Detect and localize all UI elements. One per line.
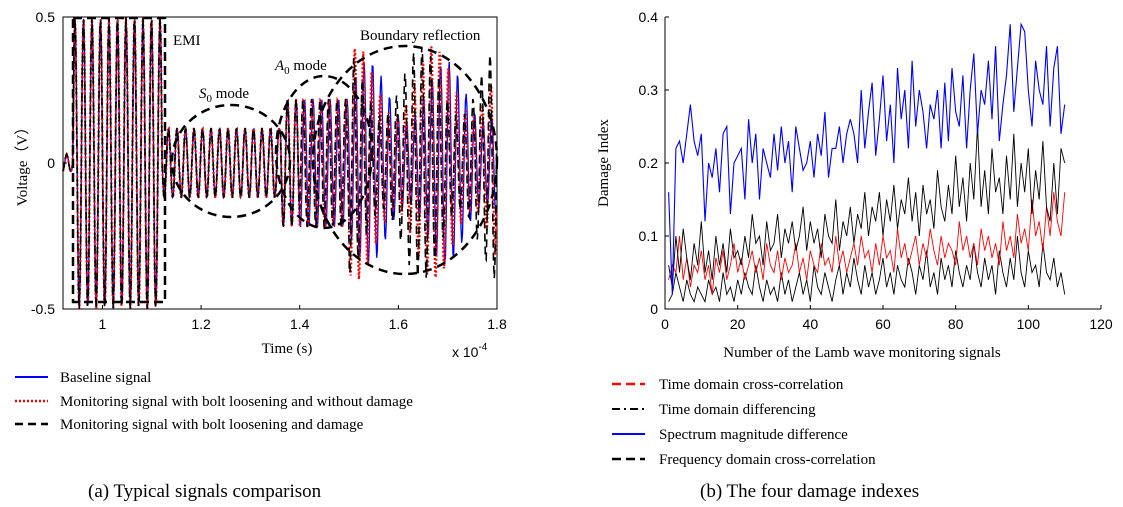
panel-b-series-line (668, 126, 1066, 288)
panel-b-series-line (668, 192, 1066, 295)
panel-a-y-tick-label: 0.5 (36, 9, 56, 25)
panel-a-x-exponent: x 10-4 (452, 342, 488, 360)
s0-letter: S (199, 86, 207, 102)
panel-a-series-line (62, 17, 498, 309)
panel-b-series-line (668, 22, 1066, 295)
panel-a-series-group (61, 17, 498, 310)
panel-a-x-tick-label: 1.8 (487, 316, 507, 332)
panel-b-y-tick-label: 0.1 (639, 228, 659, 244)
panel-a-typical-signals: 1 1.2 1.4 1.6 1.8 -0.500.5 EMI S0 mode A0 mo… (14, 9, 507, 502)
panel-b-x-tick-label: 40 (803, 316, 819, 332)
panel-b-x-tick-label: 20 (730, 316, 746, 332)
panel-b-damage-indexes: 0 20 40 60 80 100 120 0 0.1 0.2 0.3 0.4 Damage Ind… (596, 9, 1113, 502)
s0-mode-label: S0 mode (199, 86, 249, 105)
boundary-reflection-ellipse (311, 44, 499, 276)
a0-mode-ellipse (274, 74, 374, 230)
emi-box-annotation (71, 16, 167, 304)
panel-b-x-ticks: 0 20 40 60 80 100 120 (661, 305, 1113, 332)
exponent-power: -4 (478, 342, 487, 353)
panel-a-y-axis-label: Voltage（V） (14, 120, 31, 206)
emi-label: EMI (173, 33, 201, 49)
panel-b-y-ticks: 0 0.1 0.2 0.3 0.4 (639, 9, 669, 317)
panel-b-x-tick-label: 100 (1017, 316, 1041, 332)
panel-b-y-tick-label: 0.4 (639, 9, 659, 25)
legend-label-spectrum: Spectrum magnitude difference (659, 427, 848, 443)
panel-a-caption: (a) Typical signals comparison (88, 481, 322, 502)
a0-mode-label: A0 mode (274, 58, 327, 77)
panel-a-x-axis-label: Time (s) (262, 341, 313, 357)
panel-b-series-line (668, 235, 1066, 304)
boundary-reflection-label: Boundary reflection (360, 28, 481, 44)
legend-label-time-diff: Time domain differencing (659, 402, 816, 418)
panel-a-y-tick-label: 0 (47, 155, 55, 171)
panel-b-x-tick-label: 80 (948, 316, 964, 332)
panel-a-x-tick-label: 1.2 (191, 316, 211, 332)
s0-mode-word: mode (212, 86, 249, 102)
a0-letter: A (274, 58, 285, 74)
panel-b-x-tick-label: 60 (875, 316, 891, 332)
panel-b-x-tick-label: 0 (661, 316, 669, 332)
panel-b-caption: (b) The four damage indexes (700, 481, 919, 502)
panel-b-x-axis-label: Number of the Lamb wave monitoring signa… (723, 345, 1001, 361)
legend-label-no-damage: Monitoring signal with bolt loosening an… (60, 394, 413, 410)
s0-subscript: 0 (207, 93, 213, 105)
panel-b-series-group (668, 22, 1066, 304)
legend-label-freq-xcorr: Frequency domain cross-correlation (659, 452, 876, 468)
panel-a-y-ticks: -0.5 0 0.5 (31, 9, 67, 317)
panel-a-x-ticks: 1 1.2 1.4 1.6 1.8 (99, 305, 507, 332)
panel-a-x-tick-label: 1.4 (290, 316, 310, 332)
panel-b-x-tick-label: 120 (1089, 316, 1113, 332)
panel-b-y-axis-label: Damage Index (596, 119, 612, 207)
legend-label-damage: Monitoring signal with bolt loosening an… (60, 417, 364, 433)
panel-a-x-tick-label: 1 (99, 316, 107, 332)
a0-mode-word: mode (290, 58, 327, 74)
a0-subscript: 0 (284, 65, 290, 77)
panel-a-x-tick-label: 1.6 (389, 316, 409, 332)
legend-label-baseline: Baseline signal (60, 370, 151, 386)
exponent-base: x 10 (452, 344, 479, 360)
panel-b-y-tick-label: 0.2 (639, 155, 659, 171)
panel-a-legend: Baseline signal Monitoring signal with b… (15, 370, 413, 433)
panel-a-y-tick-label: -0.5 (31, 301, 55, 317)
legend-label-time-xcorr: Time domain cross-correlation (659, 377, 844, 393)
panel-b-legend: Time domain cross-correlation Time domai… (612, 377, 876, 468)
s0-mode-ellipse (170, 103, 292, 219)
panel-b-y-tick-label: 0.3 (639, 82, 659, 98)
panel-b-y-tick-label: 0 (650, 301, 658, 317)
